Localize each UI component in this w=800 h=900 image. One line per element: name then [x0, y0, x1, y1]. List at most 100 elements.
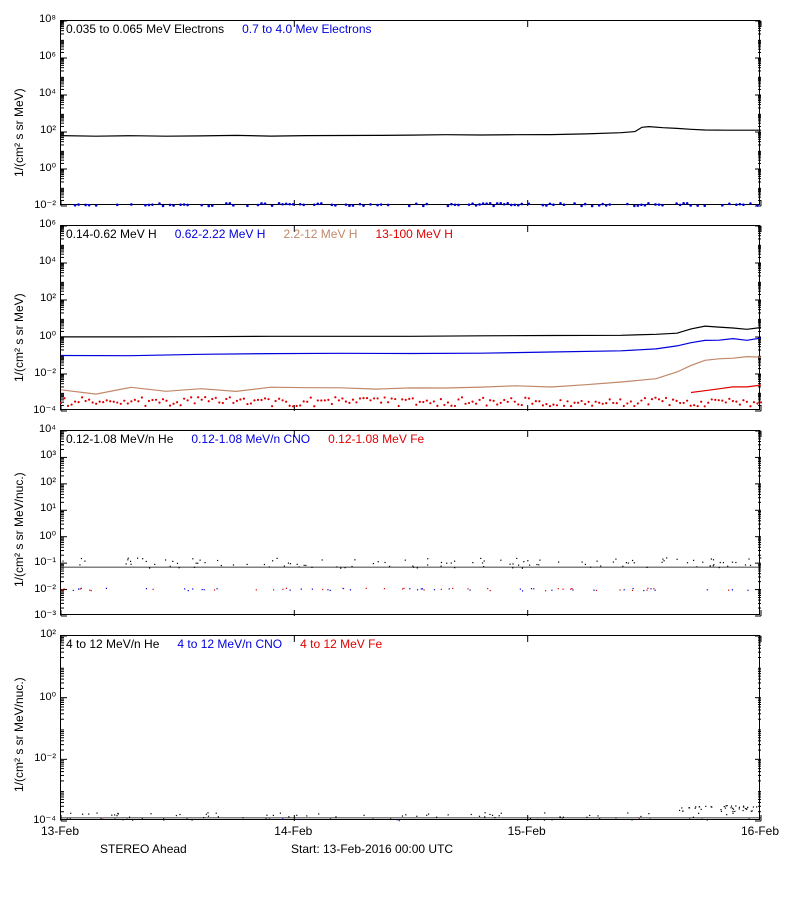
data-point [725, 805, 726, 806]
data-point [106, 399, 108, 401]
data-point [703, 204, 706, 207]
data-point [577, 402, 579, 404]
data-point [701, 819, 702, 820]
data-point [440, 566, 441, 567]
data-point [366, 588, 367, 589]
legend-item: 0.12-1.08 MeV/n CNO [191, 432, 310, 446]
data-point [172, 403, 174, 405]
data-point [544, 812, 545, 813]
data-point [88, 813, 89, 814]
data-point [378, 561, 379, 562]
data-point [720, 562, 721, 563]
data-point [521, 404, 523, 406]
data-point [253, 399, 255, 401]
data-point [713, 564, 714, 565]
data-point [130, 400, 132, 402]
data-point [398, 405, 400, 407]
data-point [99, 401, 101, 403]
data-point [146, 561, 147, 562]
data-point [482, 397, 484, 399]
data-point [686, 202, 689, 205]
data-point [601, 203, 604, 206]
data-point [141, 396, 143, 398]
data-point [277, 558, 278, 559]
data-point [499, 815, 500, 816]
data-point [516, 558, 517, 559]
data-point [493, 400, 495, 402]
data-point [123, 400, 125, 402]
data-point [359, 397, 361, 399]
data-point [176, 815, 177, 816]
data-point [95, 204, 98, 207]
legend-p4: 4 to 12 MeV/n He4 to 12 MeV/n CNO4 to 12… [66, 637, 400, 651]
data-point [739, 403, 741, 405]
data-point [443, 404, 445, 406]
data-point [313, 405, 315, 407]
data-point [229, 396, 231, 398]
data-point [363, 815, 364, 816]
data-point [527, 560, 528, 561]
data-point [552, 203, 555, 206]
legend-p3: 0.12-1.08 MeV/n He0.12-1.08 MeV/n CNO0.1… [66, 432, 442, 446]
data-point [640, 203, 643, 206]
data-point [170, 566, 171, 567]
data-point [70, 813, 71, 814]
data-point [485, 202, 488, 205]
data-point [724, 806, 725, 807]
data-point [538, 400, 540, 402]
data-point [721, 811, 722, 812]
data-point [634, 562, 635, 563]
data-point [689, 204, 692, 207]
data-point [563, 817, 564, 818]
data-point [595, 401, 597, 403]
data-point [517, 204, 520, 207]
data-point [318, 813, 319, 814]
data-point [415, 202, 418, 205]
data-point [602, 403, 604, 405]
y-tick-label: 10⁸ [16, 13, 56, 25]
y-tick-label: 10² [16, 476, 56, 488]
data-point [376, 397, 378, 399]
data-point [187, 399, 189, 401]
data-point [566, 400, 568, 402]
data-point [126, 563, 127, 564]
data-point [273, 589, 274, 590]
data-point [609, 398, 611, 400]
data-point [327, 589, 328, 590]
data-point [588, 401, 590, 403]
data-point [486, 404, 488, 406]
data-point [201, 399, 203, 401]
data-point [203, 817, 204, 818]
data-point [457, 398, 459, 400]
data-point [507, 401, 509, 403]
data-point [399, 820, 400, 821]
data-point [192, 588, 193, 589]
data-point [559, 399, 561, 401]
data-point [596, 590, 597, 591]
data-point [718, 399, 720, 401]
data-point [521, 203, 524, 206]
data-point [352, 204, 355, 207]
data-point [122, 819, 123, 820]
data-point [472, 562, 473, 563]
data-point [81, 558, 82, 559]
data-point [605, 204, 608, 207]
data-point [701, 809, 702, 810]
data-point [114, 818, 115, 819]
chart-panel-p4 [60, 635, 760, 820]
data-point [531, 403, 533, 405]
data-point [204, 396, 206, 398]
data-point [142, 818, 143, 819]
y-tick-label: 10² [16, 124, 56, 136]
data-point [63, 397, 65, 399]
data-point [689, 818, 690, 819]
data-point [650, 819, 651, 820]
data-point [637, 204, 640, 207]
data-point [679, 204, 682, 207]
y-tick-label: 10⁻² [16, 366, 56, 379]
data-point [512, 567, 513, 568]
y-tick-label: 10³ [16, 449, 56, 461]
data-point [707, 589, 708, 590]
data-point [299, 203, 302, 206]
data-point [672, 399, 674, 401]
